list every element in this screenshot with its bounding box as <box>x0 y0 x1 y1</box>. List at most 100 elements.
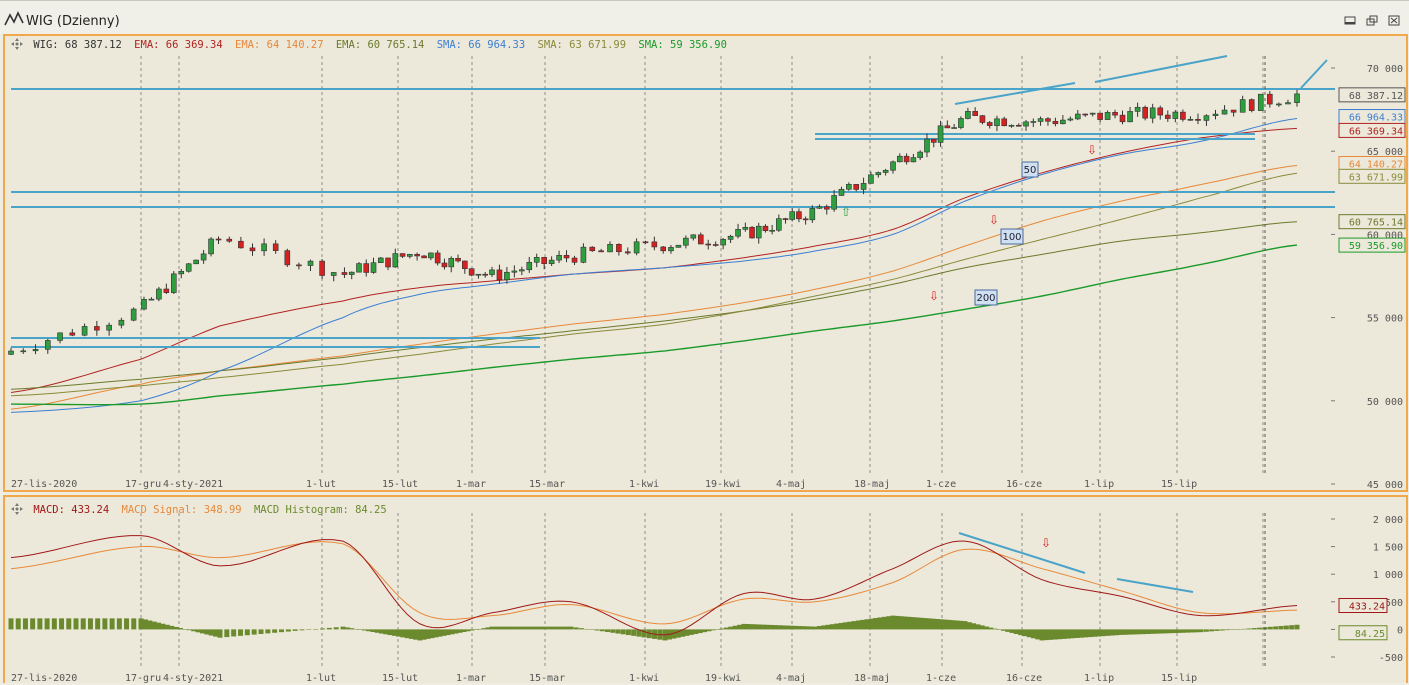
histogram-bar <box>387 629 393 636</box>
trendline <box>1300 59 1328 89</box>
candle <box>526 261 533 271</box>
histogram-bar <box>559 626 565 630</box>
histogram-bar <box>966 622 972 630</box>
last-value-tag-box <box>1338 87 1406 103</box>
candle <box>1097 112 1103 120</box>
histogram-bar <box>473 629 479 630</box>
candle <box>860 183 867 190</box>
x-tick-label: 16-cze <box>1006 479 1042 490</box>
candle <box>1172 111 1179 119</box>
candle <box>482 273 489 276</box>
histogram-bar <box>847 621 853 630</box>
candle <box>816 206 823 209</box>
histogram-bar <box>524 626 530 630</box>
histogram-bar <box>1267 626 1273 630</box>
histogram-bar <box>1278 625 1284 630</box>
candle <box>1230 109 1237 113</box>
x-tick-label: 1-lut <box>306 673 336 684</box>
histogram-bar <box>942 619 948 630</box>
x-tick-label: 1-mar <box>456 673 486 684</box>
candle <box>1276 103 1282 106</box>
histogram-bar <box>361 629 367 631</box>
histogram-bar <box>568 626 574 630</box>
histogram-bar <box>272 629 278 633</box>
legend-sma66: SMA: 66 964.33 <box>436 39 526 51</box>
candle <box>782 218 789 220</box>
candle <box>937 125 944 143</box>
histogram-bar <box>1065 629 1071 639</box>
histogram-bar <box>564 626 570 630</box>
histogram-bar <box>680 629 686 637</box>
x-tick-label: 1-cze <box>926 673 956 684</box>
last-value-tag-box <box>1338 237 1406 253</box>
candle <box>249 247 256 252</box>
ma-period-label: 100 <box>1002 232 1021 243</box>
histogram-bar <box>477 628 483 630</box>
histogram-bar <box>983 626 989 630</box>
histogram-bar <box>169 625 175 630</box>
x-tick-label: 18-maj <box>854 673 890 684</box>
restore-icon[interactable] <box>1366 15 1378 26</box>
histogram-bar <box>671 629 677 639</box>
price-chart-panel[interactable]: 45 000 50 000 55 000 60 000 65 000 70 000 27-l… <box>3 34 1408 492</box>
legend-hist: MACD Histogram: 84.25 <box>253 504 387 516</box>
candle <box>8 350 14 355</box>
histogram-bar <box>761 624 767 630</box>
candle <box>348 271 355 275</box>
histogram-bar <box>353 628 359 630</box>
candle <box>434 252 441 264</box>
histogram-bar <box>715 629 721 630</box>
histogram-bar <box>1171 629 1177 634</box>
histogram-bar <box>631 629 637 636</box>
y-tick-label: -500 <box>1379 653 1403 664</box>
macd-chart[interactable]: 2 000 1 500 1 000 500 0 -500 27-lis-2020 17-gru… <box>5 497 1406 685</box>
candle <box>1149 107 1156 119</box>
candle <box>193 259 199 265</box>
histogram-bar <box>1114 629 1120 636</box>
price-chart[interactable]: 45 000 50 000 55 000 60 000 65 000 70 000 27-l… <box>5 36 1406 490</box>
histogram-bar <box>842 622 848 630</box>
candle <box>1157 107 1164 116</box>
candle <box>727 235 734 240</box>
histogram-bar <box>1176 629 1182 633</box>
candle <box>548 259 555 265</box>
x-tick-label: 15-mar <box>529 479 565 490</box>
histogram-bar <box>620 629 626 635</box>
ma-period-label-box <box>974 289 998 306</box>
histogram-bar <box>1185 629 1191 633</box>
candle <box>651 241 658 248</box>
move-handle-icon[interactable] <box>11 38 23 50</box>
histogram-bar <box>710 629 716 631</box>
histogram-bar <box>533 626 539 630</box>
histogram-bar <box>1035 629 1041 640</box>
y-tick-label: 60 000 <box>1367 230 1403 241</box>
histogram-bar <box>829 624 835 630</box>
histogram-bar <box>1273 626 1279 630</box>
candle <box>1060 119 1066 125</box>
candle <box>208 238 214 255</box>
histogram-bar <box>1118 629 1124 635</box>
histogram-bar <box>1145 629 1151 634</box>
sma59-line <box>10 244 1298 406</box>
macd-panel[interactable]: 2 000 1 500 1 000 500 0 -500 27-lis-2020 17-gru… <box>3 495 1408 685</box>
histogram-bar <box>1246 628 1252 630</box>
histogram-bar <box>238 629 243 636</box>
window-title: WIG (Dzienny) <box>26 14 120 29</box>
histogram-bar <box>1109 629 1115 636</box>
histogram-bar <box>195 629 201 633</box>
close-icon[interactable] <box>1388 15 1400 26</box>
histogram-bar <box>1030 629 1036 639</box>
histogram-bar <box>610 629 616 633</box>
histogram-bar <box>131 618 137 630</box>
histogram-bar <box>1127 629 1133 635</box>
candle <box>32 349 39 352</box>
histogram-bar <box>1225 629 1231 631</box>
histogram-bar <box>529 626 534 630</box>
histogram-bar <box>461 629 467 633</box>
candle <box>853 184 860 190</box>
minimize-icon[interactable] <box>1344 15 1356 26</box>
candle <box>414 253 420 257</box>
move-handle-icon[interactable] <box>11 503 23 515</box>
candle <box>972 111 978 116</box>
histogram-bar <box>1048 629 1054 640</box>
